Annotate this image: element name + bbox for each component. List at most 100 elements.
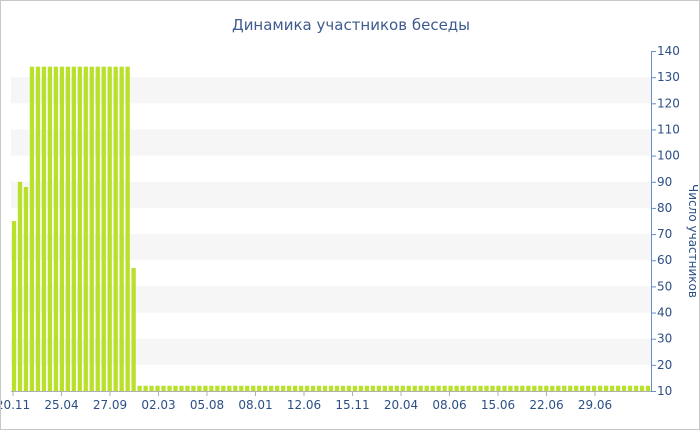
bar (185, 385, 190, 391)
bar (376, 385, 382, 391)
bar (609, 385, 615, 391)
bar (484, 385, 489, 391)
x-tick-label: 20.04 (384, 398, 418, 412)
bar (29, 66, 35, 391)
bar (35, 66, 41, 391)
bar (155, 385, 160, 391)
bar (113, 66, 118, 391)
x-tick-label: 22.06 (529, 398, 563, 412)
bar (352, 385, 358, 391)
y-axis-ticks: 10 20 30 40 50 60 70 80 90 100 110 120 130 140 (651, 44, 680, 398)
bar (227, 385, 232, 391)
bar (203, 385, 208, 391)
x-tick-label: 15.11 (335, 398, 369, 412)
y-tick-label: 90 (657, 175, 672, 189)
bar (119, 66, 124, 391)
y-tick-label: 50 (657, 279, 672, 293)
bar (400, 385, 405, 391)
grid-band (11, 338, 651, 365)
bar (645, 385, 651, 391)
bar (23, 187, 29, 391)
bar (388, 385, 393, 391)
bar (310, 385, 316, 391)
bar (233, 385, 238, 391)
bar (448, 385, 453, 391)
x-tick-label: 08.01 (238, 398, 272, 412)
bar (149, 385, 154, 391)
y-axis-label: Число участников (686, 184, 700, 298)
bar (137, 385, 142, 391)
bar (245, 385, 250, 391)
bar (11, 221, 17, 391)
y-tick-label: 10 (657, 384, 672, 398)
bar (598, 385, 603, 391)
bar (83, 66, 88, 391)
bar (131, 268, 136, 391)
bar (586, 385, 591, 391)
bar (358, 385, 364, 391)
bar (633, 385, 639, 391)
bar (394, 385, 399, 391)
bar (460, 385, 465, 391)
grid-band (11, 129, 651, 156)
x-tick-label: 25.04 (44, 398, 78, 412)
bar (107, 66, 112, 391)
bar (286, 385, 292, 391)
bar (17, 181, 23, 391)
bar (621, 385, 627, 391)
bar (41, 66, 47, 391)
y-tick-label: 120 (657, 96, 680, 110)
bar (280, 385, 286, 391)
y-tick-label: 40 (657, 306, 672, 320)
bar (53, 66, 59, 391)
chart-title: Динамика участников беседы (232, 16, 470, 34)
bar (430, 385, 435, 391)
bar (346, 385, 352, 391)
x-axis-ticks: 20.11 25.04 27.09 02.03 05.08 08.01 12.06 15.11… (1, 391, 612, 412)
y-tick-label: 100 (657, 149, 680, 163)
y-tick-label: 70 (657, 227, 672, 241)
bar (263, 385, 268, 391)
y-tick-label: 130 (657, 70, 680, 84)
bar (257, 385, 262, 391)
bar (304, 385, 310, 391)
grid-band (11, 234, 651, 261)
bar (340, 385, 346, 391)
bar (173, 385, 178, 391)
bar (556, 385, 561, 391)
bar (508, 385, 513, 391)
bar (215, 385, 220, 391)
bar (95, 66, 100, 391)
bar (526, 385, 531, 391)
bar (239, 385, 244, 391)
bar (364, 385, 370, 391)
bar (496, 385, 501, 391)
grid-bands (11, 77, 651, 365)
x-tick-label: 12.06 (287, 398, 321, 412)
bar (292, 385, 298, 391)
bar (478, 385, 483, 391)
bar (418, 385, 423, 391)
bar (574, 385, 579, 391)
bar (592, 385, 597, 391)
x-tick-label: 02.03 (141, 398, 175, 412)
bar (316, 385, 322, 391)
bar (406, 385, 411, 391)
bar (424, 385, 429, 391)
bar (191, 385, 196, 391)
bar (382, 385, 387, 391)
bar (615, 385, 621, 391)
bar (627, 385, 633, 391)
bar (603, 385, 609, 391)
x-tick-label: 20.11 (1, 398, 30, 412)
bar (520, 385, 525, 391)
bar (71, 66, 76, 391)
y-tick-label: 20 (657, 358, 672, 372)
x-tick-label: 27.09 (93, 398, 127, 412)
y-tick-label: 80 (657, 201, 672, 215)
bar (322, 385, 328, 391)
y-tick-label: 140 (657, 44, 680, 58)
bar (59, 66, 64, 391)
bar (502, 385, 507, 391)
